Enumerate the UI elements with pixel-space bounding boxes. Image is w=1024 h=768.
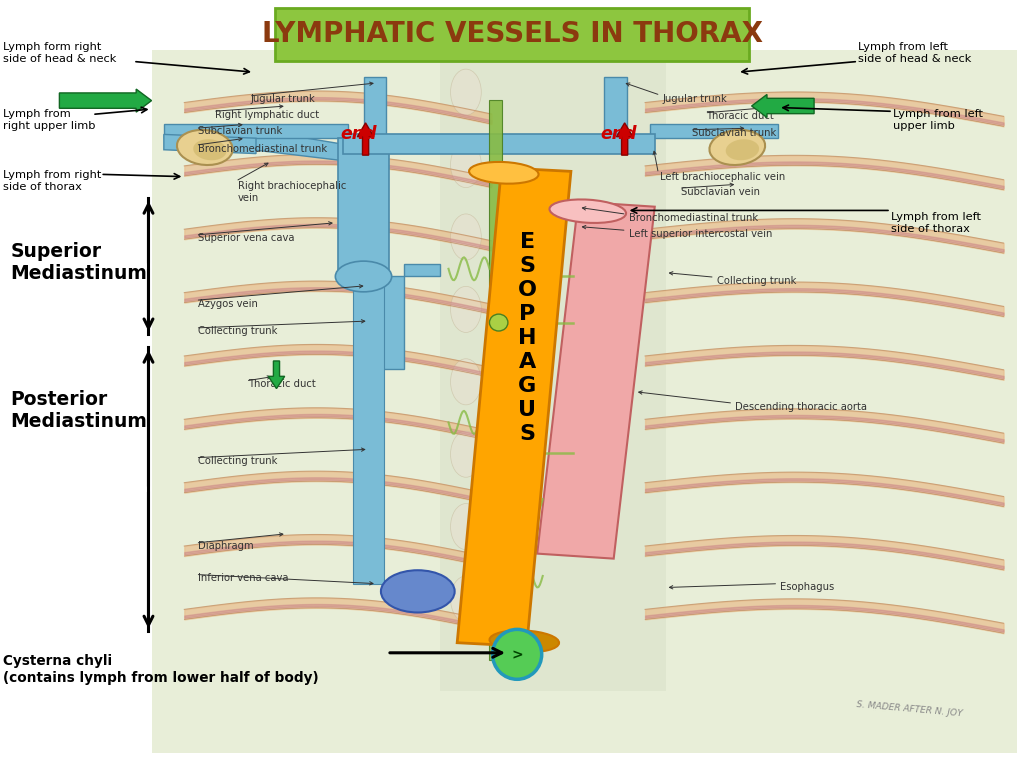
Polygon shape bbox=[164, 134, 256, 154]
Polygon shape bbox=[364, 77, 386, 138]
Text: Thoracic duct: Thoracic duct bbox=[707, 111, 774, 121]
Text: Bronchomediastinal trunk: Bronchomediastinal trunk bbox=[629, 213, 758, 223]
Text: Right lymphatic duct: Right lymphatic duct bbox=[215, 110, 319, 120]
FancyArrow shape bbox=[357, 123, 374, 155]
Polygon shape bbox=[343, 134, 655, 154]
Polygon shape bbox=[404, 264, 440, 276]
Text: Descending thoracic aorta: Descending thoracic aorta bbox=[735, 402, 867, 412]
Text: Cysterna chyli
(contains lymph from lower half of body): Cysterna chyli (contains lymph from lowe… bbox=[3, 654, 318, 684]
Text: Thoracic duct: Thoracic duct bbox=[248, 379, 315, 389]
Ellipse shape bbox=[550, 200, 626, 223]
Polygon shape bbox=[489, 100, 502, 660]
Text: Superior vena cava: Superior vena cava bbox=[198, 233, 294, 243]
Text: Left superior intercostal vein: Left superior intercostal vein bbox=[629, 229, 772, 239]
Text: Subclavian trunk: Subclavian trunk bbox=[198, 126, 282, 136]
Text: Lymph from left
side of thorax: Lymph from left side of thorax bbox=[891, 212, 981, 233]
Polygon shape bbox=[650, 124, 778, 138]
Polygon shape bbox=[604, 77, 627, 138]
Text: Collecting trunk: Collecting trunk bbox=[198, 326, 278, 336]
Polygon shape bbox=[369, 276, 404, 369]
Text: Right brachiocephalic
vein: Right brachiocephalic vein bbox=[238, 181, 346, 203]
FancyArrow shape bbox=[268, 361, 285, 389]
Ellipse shape bbox=[451, 286, 481, 333]
Text: Lymph from right
side of thorax: Lymph from right side of thorax bbox=[3, 170, 101, 192]
Polygon shape bbox=[164, 124, 348, 138]
Ellipse shape bbox=[451, 504, 481, 550]
Text: Lymph from left
side of head & neck: Lymph from left side of head & neck bbox=[858, 42, 972, 64]
Text: E
S
O
P
H
A
G
U
S: E S O P H A G U S bbox=[518, 232, 537, 444]
Text: Esophagus: Esophagus bbox=[780, 582, 835, 592]
Text: >: > bbox=[511, 649, 523, 663]
Text: Left brachiocephalic vein: Left brachiocephalic vein bbox=[660, 172, 785, 182]
FancyBboxPatch shape bbox=[152, 50, 1017, 753]
Text: Posterior
Mediastinum: Posterior Mediastinum bbox=[10, 390, 147, 431]
Polygon shape bbox=[353, 276, 384, 584]
FancyArrow shape bbox=[59, 89, 152, 112]
Text: S. MADER AFTER N. JOY: S. MADER AFTER N. JOY bbox=[856, 700, 963, 718]
Text: Azygos vein: Azygos vein bbox=[198, 299, 257, 309]
Polygon shape bbox=[338, 138, 389, 276]
Text: Jugular trunk: Jugular trunk bbox=[251, 94, 315, 104]
Text: end: end bbox=[340, 124, 377, 143]
Ellipse shape bbox=[451, 576, 481, 622]
Ellipse shape bbox=[194, 139, 226, 161]
Text: Superior
Mediastinum: Superior Mediastinum bbox=[10, 242, 147, 283]
Ellipse shape bbox=[469, 162, 539, 184]
Text: Diaphragm: Diaphragm bbox=[198, 541, 253, 551]
Ellipse shape bbox=[335, 261, 391, 292]
Ellipse shape bbox=[451, 359, 481, 405]
Ellipse shape bbox=[451, 141, 481, 187]
Text: end: end bbox=[600, 124, 637, 143]
Ellipse shape bbox=[451, 431, 481, 477]
Text: Subclavian vein: Subclavian vein bbox=[681, 187, 760, 197]
Ellipse shape bbox=[710, 130, 765, 165]
Ellipse shape bbox=[493, 630, 542, 680]
Ellipse shape bbox=[451, 69, 481, 115]
Ellipse shape bbox=[726, 139, 759, 161]
FancyArrow shape bbox=[752, 94, 814, 118]
FancyArrow shape bbox=[616, 123, 633, 155]
Polygon shape bbox=[220, 131, 353, 161]
Ellipse shape bbox=[489, 631, 559, 652]
Text: Collecting trunk: Collecting trunk bbox=[717, 276, 797, 286]
Text: Jugular trunk: Jugular trunk bbox=[663, 94, 727, 104]
Text: Lymph from
right upper limb: Lymph from right upper limb bbox=[3, 109, 95, 131]
Text: Subclavian trunk: Subclavian trunk bbox=[692, 128, 776, 138]
Ellipse shape bbox=[381, 570, 455, 613]
Text: Lymph form right
side of head & neck: Lymph form right side of head & neck bbox=[3, 42, 117, 64]
Polygon shape bbox=[538, 202, 654, 558]
Text: Bronchomediastinal trunk: Bronchomediastinal trunk bbox=[198, 144, 327, 154]
Text: Inferior vena cava: Inferior vena cava bbox=[198, 573, 288, 583]
FancyBboxPatch shape bbox=[275, 8, 749, 61]
Ellipse shape bbox=[177, 130, 232, 165]
Ellipse shape bbox=[451, 214, 481, 260]
Text: LYMPHATIC VESSELS IN THORAX: LYMPHATIC VESSELS IN THORAX bbox=[261, 20, 763, 48]
Text: Lymph from left
upper limb: Lymph from left upper limb bbox=[893, 109, 983, 131]
Ellipse shape bbox=[489, 314, 508, 331]
FancyBboxPatch shape bbox=[440, 61, 666, 691]
Text: Collecting trunk: Collecting trunk bbox=[198, 456, 278, 466]
Polygon shape bbox=[457, 167, 571, 647]
